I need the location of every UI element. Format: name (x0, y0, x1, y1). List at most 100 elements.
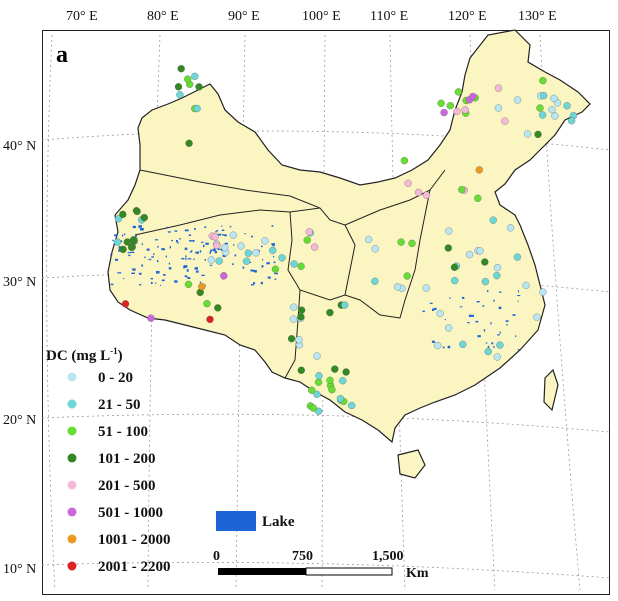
lake-speck (515, 335, 517, 337)
lake-speck (429, 302, 433, 304)
legend-label: 21 - 50 (98, 397, 141, 413)
sample-point (494, 104, 503, 112)
lake-features (110, 225, 521, 351)
lake-speck (273, 255, 275, 258)
lake-speck (174, 230, 178, 232)
sample-point (198, 282, 206, 291)
lake-speck (144, 256, 146, 258)
lon-label-90: 90° E (228, 9, 260, 24)
sample-point (297, 262, 305, 270)
sample-point (403, 272, 411, 280)
lake-speck (444, 319, 446, 321)
china-landmass (107, 29, 591, 444)
sample-point (308, 386, 316, 394)
lon-label-100: 100° E (302, 9, 341, 24)
sample-point (400, 156, 409, 165)
lake-speck (251, 235, 254, 238)
legend-swatch (67, 507, 77, 517)
sample-point (469, 92, 477, 101)
sample-point (242, 257, 251, 265)
sample-point (414, 188, 423, 197)
lake-speck (505, 320, 509, 322)
lake-speck (188, 234, 192, 236)
scale-unit: Km (406, 566, 429, 581)
lat-label-10: 10° N (3, 562, 36, 577)
lake-speck (169, 246, 171, 249)
lake-speck (221, 225, 223, 227)
lake-speck (217, 233, 222, 236)
sample-point (129, 236, 138, 244)
lat-label-40: 40° N (3, 139, 36, 154)
lake-speck (148, 258, 152, 261)
lake-speck (517, 349, 520, 351)
lake-speck (493, 345, 495, 349)
lake-speck (151, 256, 154, 258)
lake-speck (150, 278, 153, 280)
lake-speck (194, 228, 196, 230)
lake-speck (261, 245, 263, 248)
sample-point (539, 91, 548, 100)
lake-speck (476, 301, 480, 303)
lake-speck (118, 246, 121, 249)
lake-speck (201, 241, 204, 243)
sample-point (523, 130, 532, 138)
lake-speck (432, 308, 435, 311)
sample-point (174, 83, 183, 91)
sample-point (341, 301, 349, 309)
sample-point (140, 213, 148, 222)
sample-point (261, 237, 269, 245)
sample-point (336, 394, 345, 403)
lake-speck (252, 282, 256, 284)
lake-speck (183, 265, 188, 268)
lake-speck (233, 244, 235, 246)
sample-point (493, 353, 501, 361)
lake-speck (262, 259, 264, 261)
sample-point (176, 91, 184, 99)
lake-speck (185, 258, 187, 261)
lake-speck (224, 234, 227, 237)
lake-speck (167, 231, 171, 233)
sample-point (496, 341, 504, 349)
sample-point (339, 377, 347, 385)
sample-point (113, 238, 122, 246)
lake-speck (199, 250, 202, 253)
sample-point (437, 99, 445, 107)
lake-speck (128, 254, 131, 257)
lake-speck (138, 272, 142, 275)
sample-point (211, 233, 219, 241)
lake-speck (271, 243, 275, 246)
lake-speck (123, 233, 126, 236)
lake-speck (221, 229, 225, 231)
sample-point (303, 236, 311, 244)
lake-speck (468, 314, 472, 317)
lake-speck (499, 331, 501, 334)
taiwan-island (543, 368, 559, 412)
lake-speck (193, 258, 195, 260)
lake-speck (499, 291, 502, 293)
lake-speck (115, 258, 119, 261)
sample-point (539, 288, 547, 296)
lake-speck (216, 230, 219, 232)
sample-point (184, 75, 192, 83)
lake-speck (487, 345, 490, 348)
lake-speck (132, 225, 136, 229)
sample-point (328, 386, 336, 394)
lake-speck (141, 264, 143, 267)
lake-speck (506, 324, 508, 326)
lake-speck (498, 306, 502, 310)
sample-point (297, 306, 306, 314)
lake-speck (117, 272, 122, 274)
sample-point (450, 263, 459, 271)
sample-point (237, 242, 245, 250)
lake-speck (110, 254, 113, 256)
lake-speck (273, 261, 276, 264)
lake-speck (250, 284, 255, 286)
sample-point (404, 179, 412, 187)
lake-speck (512, 314, 516, 316)
lon-label-80: 80° E (147, 9, 179, 24)
lake-speck (114, 234, 118, 237)
sample-point (297, 313, 305, 321)
sample-point (474, 194, 482, 202)
lake-speck (222, 234, 225, 236)
sample-point (459, 340, 467, 349)
